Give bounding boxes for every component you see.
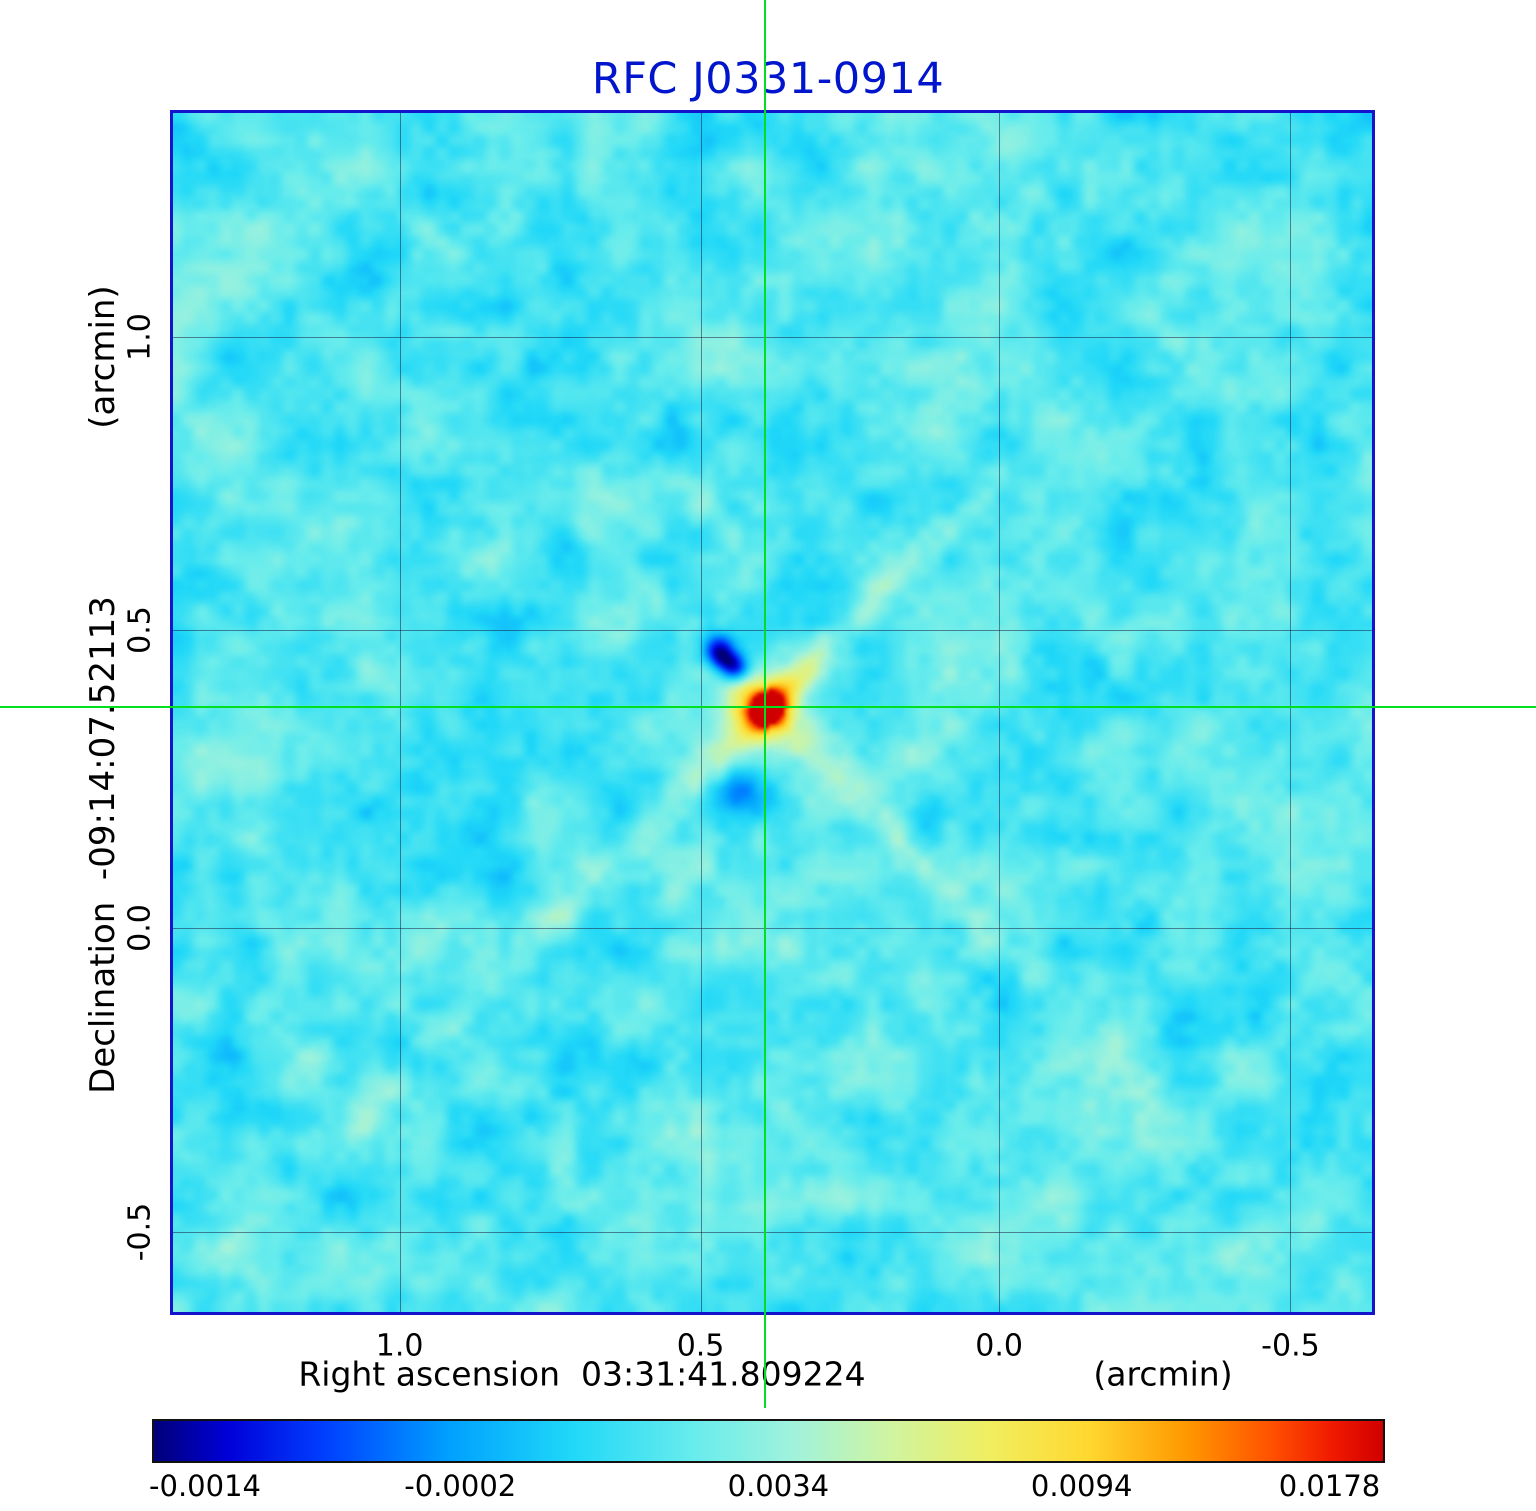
y-tick-label: 0.5 bbox=[122, 605, 158, 654]
y-axis-unit-label: (arcmin) bbox=[83, 285, 123, 429]
colorbar-tick-label: -0.0002 bbox=[404, 1469, 517, 1503]
colorbar-tick-label: -0.0014 bbox=[149, 1469, 261, 1503]
horizontal-grid-line bbox=[173, 928, 1372, 930]
vertical-grid-line bbox=[700, 113, 702, 1312]
horizontal-grid-line bbox=[173, 1231, 1372, 1233]
colorbar-tick-label: 0.0094 bbox=[1030, 1469, 1133, 1503]
colorbar-tick-label: 0.0178 bbox=[1278, 1469, 1381, 1503]
x-tick-label: -0.5 bbox=[1261, 1328, 1320, 1364]
y-tick-label: 0.0 bbox=[122, 904, 158, 953]
crosshair-horizontal-line bbox=[0, 706, 1536, 708]
horizontal-grid-line bbox=[173, 337, 1372, 339]
x-axis-title: Right ascension 03:31:41.809224 bbox=[298, 1354, 866, 1394]
vertical-grid-line bbox=[399, 113, 401, 1312]
x-tick-label: 1.0 bbox=[375, 1328, 424, 1364]
sky-image-canvas bbox=[173, 113, 1372, 1312]
vertical-grid-line bbox=[999, 113, 1001, 1312]
crosshair-vertical-line bbox=[764, 0, 766, 1408]
y-axis-title: Declination -09:14:07.52113 bbox=[83, 596, 123, 1094]
figure-title: RFC J0331-0914 bbox=[591, 54, 945, 104]
x-axis-unit-label: (arcmin) bbox=[1093, 1354, 1233, 1394]
horizontal-grid-line bbox=[173, 629, 1372, 631]
colorbar-tick-label: 0.0034 bbox=[727, 1469, 830, 1503]
sky-map-plot bbox=[170, 110, 1375, 1315]
x-tick-label: 0.5 bbox=[676, 1328, 725, 1364]
y-tick-label: -0.5 bbox=[122, 1202, 158, 1261]
vertical-grid-line bbox=[1290, 113, 1292, 1312]
y-tick-label: 1.0 bbox=[122, 313, 158, 362]
colorbar-gradient bbox=[152, 1419, 1385, 1463]
x-tick-label: 0.0 bbox=[975, 1328, 1023, 1364]
